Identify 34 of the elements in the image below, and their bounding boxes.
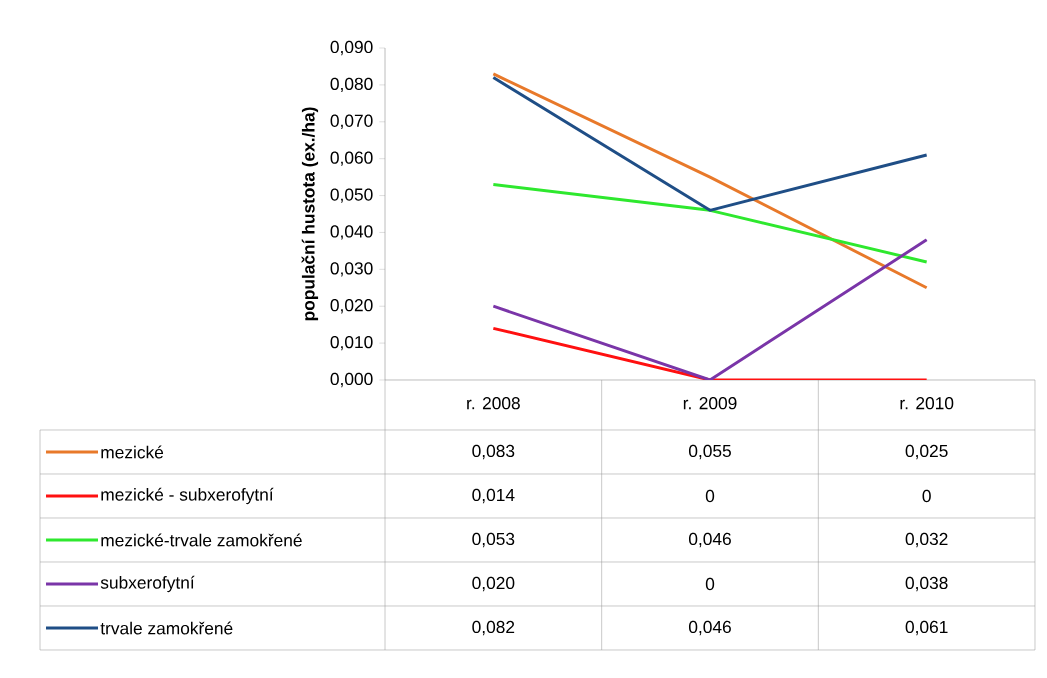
data-label: 0 (705, 577, 715, 591)
y-tick-label: 0,050 (330, 188, 373, 203)
legend-label: mezické (101, 445, 164, 459)
data-label: 0,055 (688, 444, 731, 460)
data-label: 0,046 (688, 620, 731, 636)
data-label: 0 (922, 489, 931, 503)
data-label: 0 (705, 489, 715, 503)
data-label: 0,082 (472, 620, 515, 636)
data-label: 0,061 (905, 620, 948, 636)
y-tick-label: 0,040 (330, 225, 373, 240)
legend-label: mezické-trvale zamokřené (101, 533, 302, 547)
data-label: 0,025 (905, 444, 948, 460)
y-tick-label: 0,080 (330, 77, 373, 93)
x-tick-label: r. 2008 (467, 397, 520, 410)
legend-label: trvale zamokřené (100, 621, 233, 635)
y-tick-label: 0,090 (330, 40, 373, 56)
x-tick-label: r. 2010 (900, 397, 954, 410)
y-tick-label: 0,020 (330, 299, 373, 314)
y-tick-label: 0,030 (330, 262, 373, 277)
y-tick-label: 0,060 (330, 151, 373, 166)
data-label: 0,053 (472, 532, 515, 548)
y-axis-title: populační hustota (ex./ha) (301, 107, 319, 321)
x-tick-label: r. 2009 (683, 397, 737, 410)
legend-label: mezické - subxerofytní (101, 487, 274, 505)
data-label: 0,032 (905, 532, 948, 548)
data-label: 0,014 (472, 488, 515, 504)
data-label: 0,038 (905, 576, 948, 592)
data-label: 0,083 (472, 444, 515, 460)
y-tick-label: 0,000 (330, 372, 373, 388)
y-tick-label: 0,010 (330, 335, 373, 351)
data-label: 0,046 (688, 532, 731, 548)
legend-label: subxerofytní (100, 575, 195, 593)
y-tick-label: 0,070 (330, 114, 373, 129)
data-label: 0,020 (472, 576, 515, 592)
